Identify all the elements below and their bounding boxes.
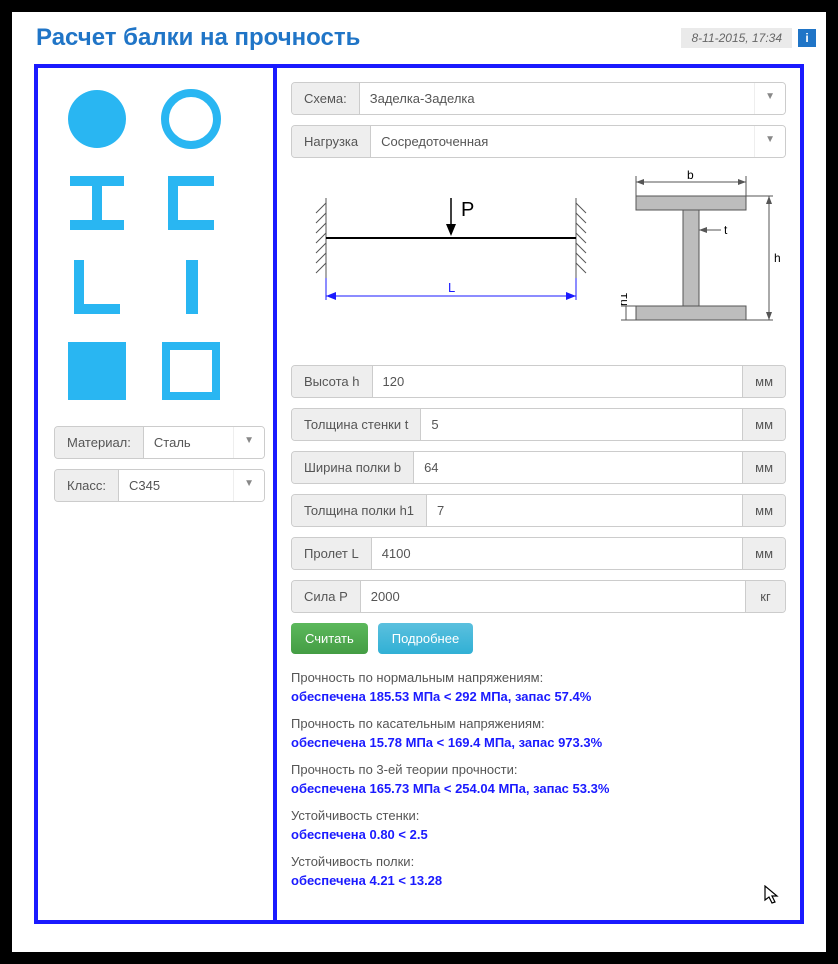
shape-circle-filled[interactable] [62, 84, 132, 154]
material-select[interactable]: Сталь [144, 427, 233, 458]
page-date: 8-11-2015, 17:34 [681, 28, 792, 48]
web-thickness-field[interactable] [421, 409, 742, 440]
result-web-stability-value: обеспечена 0.80 < 2.5 [291, 827, 786, 842]
result-shear-stress-label: Прочность по касательным напряжениям: [291, 716, 786, 731]
input-height-h: Высота h мм [291, 365, 786, 398]
svg-text:L: L [448, 280, 455, 295]
input-span-l: Пролет L мм [291, 537, 786, 570]
svg-text:b: b [687, 168, 694, 182]
scheme-select-group: Схема: Заделка-Заделка ▼ [291, 82, 786, 115]
shape-square-outline[interactable] [156, 336, 226, 406]
load-label: Нагрузка [292, 126, 371, 157]
result-theory3-label: Прочность по 3-ей теории прочности: [291, 762, 786, 777]
input-web-thickness-t: Толщина стенки t мм [291, 408, 786, 441]
shape-square-filled[interactable] [62, 336, 132, 406]
result-shear-stress-value: обеспечена 15.78 МПа < 169.4 МПа, запас … [291, 735, 786, 750]
class-label: Класс: [55, 470, 119, 501]
shape-angle[interactable] [62, 252, 132, 322]
span-field[interactable] [372, 538, 742, 569]
result-flange-stability-value: обеспечена 4.21 < 13.28 [291, 873, 786, 888]
svg-text:P: P [461, 199, 474, 221]
chevron-down-icon: ▼ [233, 427, 264, 458]
info-icon[interactable]: i [798, 29, 816, 47]
input-force-p: Сила P кг [291, 580, 786, 613]
scheme-label: Схема: [292, 83, 360, 114]
input-flange-width-b: Ширина полки b мм [291, 451, 786, 484]
result-normal-stress-label: Прочность по нормальным напряжениям: [291, 670, 786, 685]
result-flange-stability-label: Устойчивость полки: [291, 854, 786, 869]
shape-i-beam[interactable] [62, 168, 132, 238]
input-flange-thickness-h1: Толщина полки h1 мм [291, 494, 786, 527]
shape-circle-outline[interactable] [156, 84, 226, 154]
class-select[interactable]: С345 [119, 470, 233, 501]
load-select-group: Нагрузка Сосредоточенная ▼ [291, 125, 786, 158]
beam-scheme-diagram: P L [291, 168, 611, 328]
page-title: Расчет балки на прочность [36, 24, 360, 52]
details-button[interactable]: Подробнее [378, 623, 473, 654]
flange-thickness-field[interactable] [427, 495, 742, 526]
class-select-group: Класс: С345 ▼ [54, 469, 265, 502]
chevron-down-icon: ▼ [233, 470, 264, 501]
shape-c-channel[interactable] [156, 168, 226, 238]
scheme-select[interactable]: Заделка-Заделка [360, 83, 754, 114]
result-theory3-value: обеспечена 165.73 МПа < 254.04 МПа, запа… [291, 781, 786, 796]
force-field[interactable] [361, 581, 745, 612]
chevron-down-icon: ▼ [754, 83, 785, 114]
result-web-stability-label: Устойчивость стенки: [291, 808, 786, 823]
material-select-group: Материал: Сталь ▼ [54, 426, 265, 459]
flange-width-field[interactable] [414, 452, 742, 483]
chevron-down-icon: ▼ [754, 126, 785, 157]
calculate-button[interactable]: Считать [291, 623, 368, 654]
shape-bar-vertical[interactable] [156, 252, 226, 322]
material-label: Материал: [55, 427, 144, 458]
result-normal-stress-value: обеспечена 185.53 МПа < 292 МПа, запас 5… [291, 689, 786, 704]
cross-section-diagram: b h t [621, 168, 786, 343]
svg-text:h: h [774, 251, 781, 265]
svg-text:h1: h1 [621, 292, 630, 306]
load-select[interactable]: Сосредоточенная [371, 126, 754, 157]
svg-text:t: t [724, 223, 728, 237]
height-h-field[interactable] [373, 366, 743, 397]
shape-palette [54, 84, 265, 406]
